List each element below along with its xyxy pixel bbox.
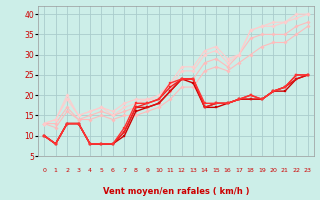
X-axis label: Vent moyen/en rafales ( km/h ): Vent moyen/en rafales ( km/h ) (103, 187, 249, 196)
